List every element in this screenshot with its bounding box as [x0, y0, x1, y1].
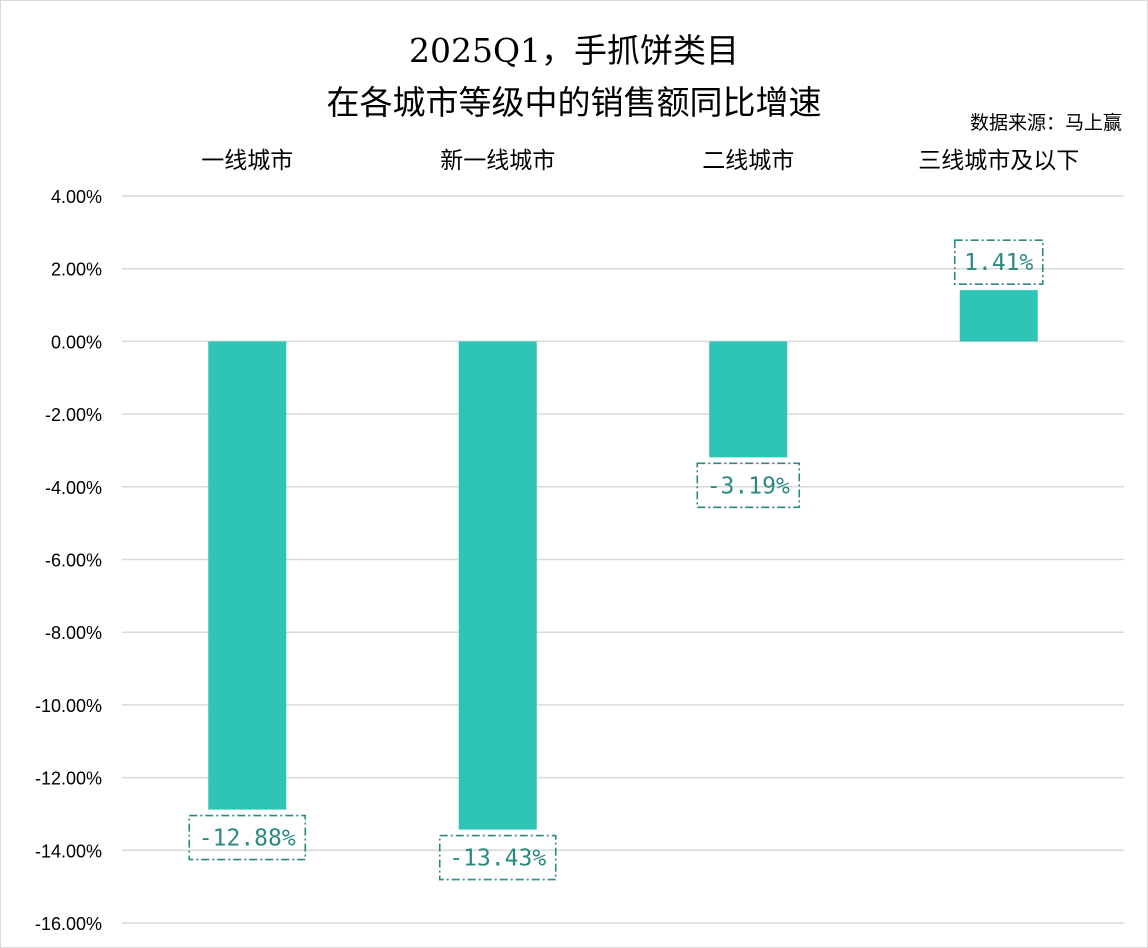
data-label: 1.41% [964, 250, 1033, 276]
y-axis-tick-labels: 4.00% 2.00% 0.00% -2.00% -4.00% -6.00% -8.00% -… [35, 187, 102, 934]
category-label: 一线城市 [201, 148, 293, 174]
chart-title-line-1: 2025Q1，手抓饼类目 [408, 31, 740, 70]
y-tick-label: 0.00% [51, 332, 102, 352]
y-tick-label: -10.00% [35, 696, 102, 716]
data-label: -3.19% [707, 473, 790, 499]
y-tick-label: -2.00% [45, 405, 102, 425]
bar [709, 341, 788, 458]
data-source-note: 数据来源：马上赢 [969, 112, 1122, 134]
category-label: 三线城市及以下 [918, 148, 1079, 174]
bar [959, 290, 1038, 342]
data-label-group: -3.19% [696, 462, 801, 509]
data-labels: -12.88% -13.43% -3.19% 1.41% [188, 239, 1044, 881]
category-label: 二线城市 [702, 148, 794, 174]
data-label-group: -12.88% [188, 814, 307, 861]
category-axis-labels: 一线城市 新一线城市 二线城市 三线城市及以下 [201, 148, 1079, 174]
y-tick-label: -4.00% [45, 478, 102, 498]
y-tick-label: 2.00% [51, 260, 102, 280]
y-tick-label: -8.00% [45, 623, 102, 643]
gridlines [122, 195, 1124, 924]
data-label-group: 1.41% [953, 239, 1044, 285]
chart-title-line-2: 在各城市等级中的销售额同比增速 [326, 83, 822, 122]
y-tick-label: -6.00% [45, 551, 102, 571]
data-label: -13.43% [449, 846, 546, 872]
bar [208, 341, 287, 810]
y-tick-label: -16.00% [35, 914, 102, 934]
y-tick-label: -14.00% [35, 841, 102, 861]
data-label-box [953, 239, 1044, 285]
data-label-group: -13.43% [438, 834, 557, 881]
data-label-box [696, 462, 801, 509]
data-label: -12.88% [199, 826, 296, 852]
y-tick-label: 4.00% [51, 187, 102, 207]
bar [458, 341, 537, 830]
category-label: 新一线城市 [440, 148, 555, 174]
bars [208, 290, 1038, 830]
y-tick-label: -12.00% [35, 769, 102, 789]
